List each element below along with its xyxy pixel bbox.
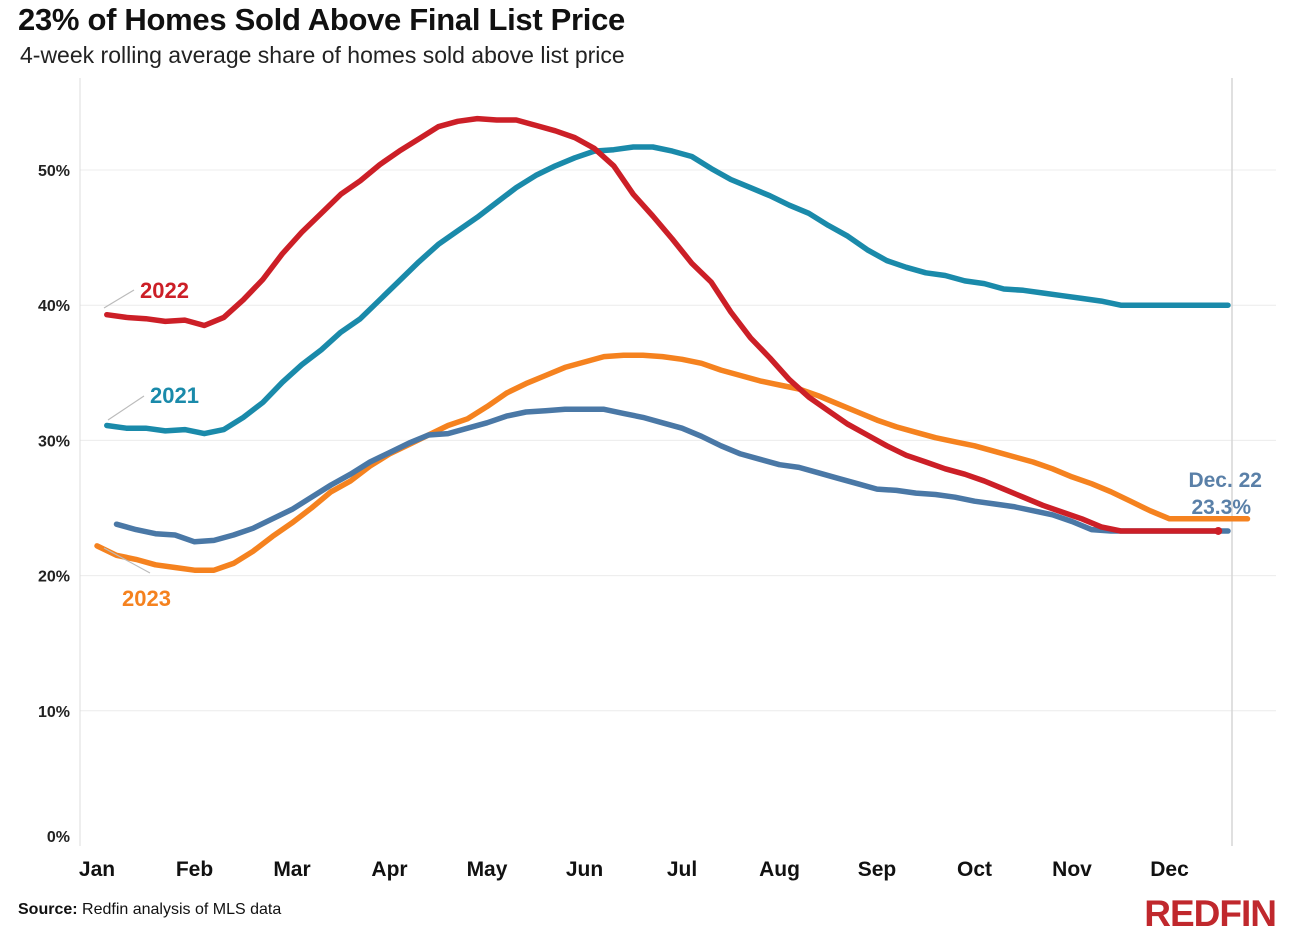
redfin-logo: REDFIN [1144, 893, 1277, 934]
x-tick-label: Jan [79, 858, 115, 881]
chart-subtitle: 4-week rolling average share of homes so… [20, 42, 625, 68]
source-label: Source: [18, 901, 78, 918]
annotation-value: 23.3% [1191, 496, 1251, 519]
series-line-2023 [94, 352, 1251, 573]
y-tick-label: 40% [38, 298, 70, 315]
leader-line-2023 [103, 547, 151, 574]
x-tick-label: Aug [759, 858, 800, 881]
x-tick-label: Mar [273, 858, 310, 881]
series-label-2023: 2023 [122, 586, 171, 611]
x-tick-label: Nov [1052, 858, 1092, 881]
source-text: Redfin analysis of MLS data [82, 901, 282, 918]
series-label-2022: 2022 [140, 278, 189, 303]
y-tick-label: 20% [38, 569, 70, 586]
series-line-2022 [104, 115, 1222, 534]
y-tick-label: 50% [38, 163, 70, 180]
x-tick-label: Feb [176, 858, 213, 881]
x-tick-label: Dec [1150, 858, 1189, 881]
chart-title: 23% of Homes Sold Above Final List Price [18, 2, 626, 37]
leader-line-2021 [107, 395, 145, 421]
x-tick-label: Oct [957, 858, 992, 881]
x-tick-label: Jul [667, 858, 697, 881]
x-tick-label: Jun [566, 858, 603, 881]
x-tick-label: Sep [858, 858, 897, 881]
series-endpoint-2022 [1214, 526, 1223, 535]
series-line-2024 [113, 406, 1231, 545]
x-tick-label: Apr [371, 858, 407, 881]
y-tick-label: 10% [38, 704, 70, 721]
y-tick-label: 0% [47, 829, 70, 846]
annotation-date: Dec. 22 [1188, 469, 1262, 492]
series-line-2021 [104, 144, 1231, 437]
leader-line-2022 [103, 289, 135, 309]
source-note: Source: Redfin analysis of MLS data [18, 901, 281, 919]
y-tick-label: 30% [38, 433, 70, 450]
x-tick-label: May [467, 858, 508, 881]
series-label-2021: 2021 [150, 383, 199, 408]
